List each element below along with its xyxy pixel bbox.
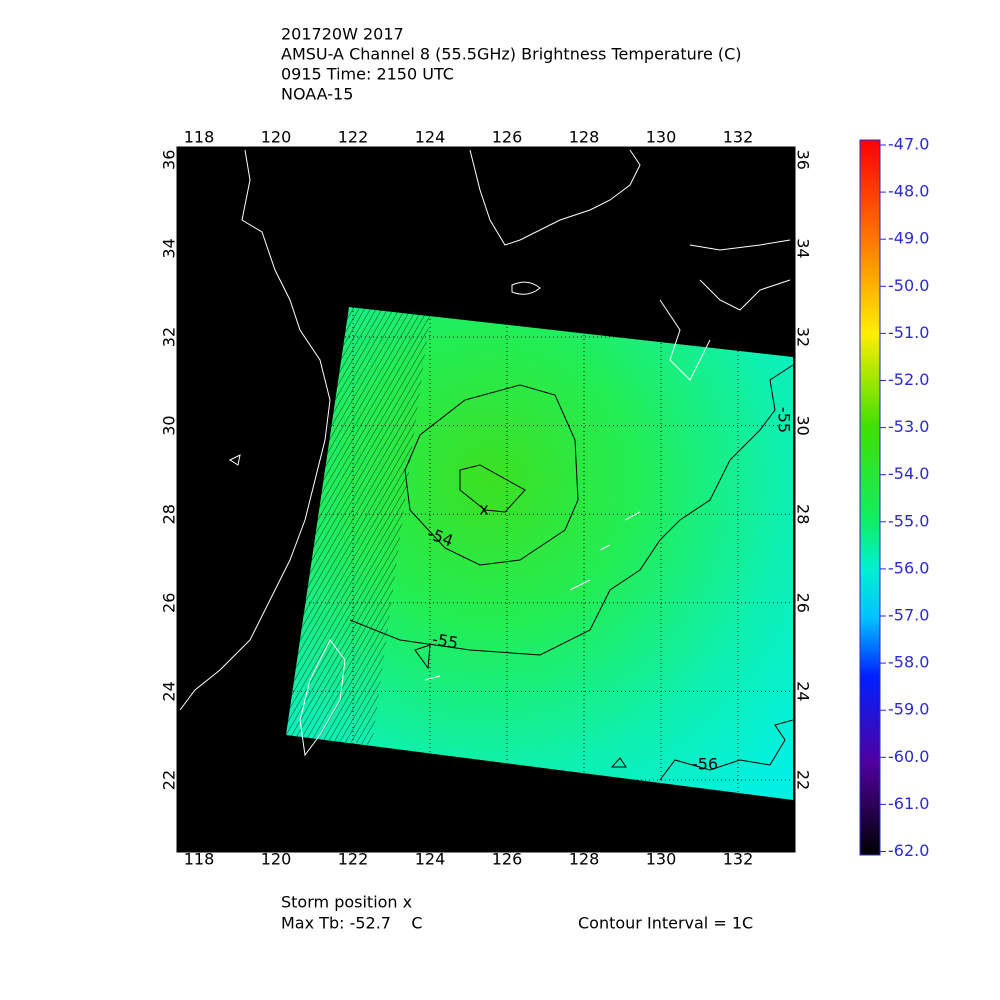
- colorbar-tick-label: -53.0: [888, 417, 929, 436]
- colorbar: [859, 139, 881, 856]
- x-tick-label-bottom: 128: [569, 850, 600, 869]
- y-tick-label-right: 24: [794, 681, 813, 701]
- x-tick-label-top: 130: [646, 128, 677, 147]
- y-tick-label-right: 22: [794, 770, 813, 790]
- colorbar-tick-label: -61.0: [888, 794, 929, 813]
- x-tick-label-bottom: 126: [492, 850, 523, 869]
- colorbar-ticks: -47.0 -48.0 -49.0 -50.0 -51.0 -52.0 -53.0 -54.0…: [880, 135, 929, 860]
- contour-label: -56: [692, 755, 718, 774]
- y-tick-label-right: 36: [794, 150, 813, 170]
- colorbar-tick-label: -52.0: [888, 370, 929, 389]
- swath-edge-hatch: [286, 307, 430, 745]
- colorbar-tick-label: -48.0: [888, 182, 929, 201]
- contour-label: -55: [431, 629, 460, 652]
- y-tick-label-right: 34: [794, 238, 813, 258]
- colorbar-tick-label: -58.0: [888, 653, 929, 672]
- x-tick-label-bottom: 122: [338, 850, 369, 869]
- y-tick-label-right: 32: [794, 327, 813, 347]
- x-tick-label-top: 120: [261, 128, 292, 147]
- colorbar-tick-label: -47.0: [888, 135, 929, 154]
- contour-labels: -54-55-55-56: [425, 407, 794, 774]
- y-tick-label-left: 28: [160, 504, 179, 524]
- contour-label: -55: [775, 407, 794, 433]
- x-tick-label-top: 118: [184, 128, 215, 147]
- x-tick-label-top: 124: [415, 128, 446, 147]
- y-tick-label-right: 28: [794, 504, 813, 524]
- colorbar-tick-label: -49.0: [888, 229, 929, 248]
- y-tick-label-right: 30: [794, 415, 813, 435]
- colorbar-tick-label: -54.0: [888, 464, 929, 483]
- x-tick-label-bottom: 124: [415, 850, 446, 869]
- x-tick-label-bottom: 120: [261, 850, 292, 869]
- x-tick-label-top: 128: [569, 128, 600, 147]
- colorbar-tick-label: -62.0: [888, 841, 929, 860]
- header-line: NOAA-15: [281, 85, 353, 104]
- storm-marker: x: [479, 500, 488, 519]
- contour-interval: Contour Interval = 1C: [578, 914, 753, 933]
- y-tick-label-left: 32: [160, 327, 179, 347]
- y-tick-label-right: 26: [794, 593, 813, 613]
- x-tick-label-top: 122: [338, 128, 369, 147]
- x-tick-label-bottom: 130: [646, 850, 677, 869]
- y-tick-label-left: 34: [160, 238, 179, 258]
- colorbar-tick-label: -59.0: [888, 700, 929, 719]
- y-tick-label-left: 26: [160, 593, 179, 613]
- y-tick-label-left: 22: [160, 770, 179, 790]
- header-line: 0915 Time: 2150 UTC: [281, 65, 454, 84]
- x-tick-label-top: 126: [492, 128, 523, 147]
- header-line: 201720W 2017: [281, 25, 404, 44]
- colorbar-tick-label: -50.0: [888, 276, 929, 295]
- map: x: [179, 149, 794, 800]
- x-tick-label-top: 132: [723, 128, 754, 147]
- y-tick-label-left: 24: [160, 681, 179, 701]
- colorbar-tick-label: -60.0: [888, 747, 929, 766]
- header-line: AMSU-A Channel 8 (55.5GHz) Brightness Te…: [281, 45, 742, 64]
- coastlines: [179, 149, 791, 757]
- y-tick-label-left: 30: [160, 415, 179, 435]
- x-tick-label-bottom: 132: [723, 850, 754, 869]
- colorbar-tick-label: -56.0: [888, 558, 929, 577]
- colorbar-tick-label: -55.0: [888, 511, 929, 530]
- contours: [349, 364, 794, 781]
- colorbar-tick-label: -57.0: [888, 606, 929, 625]
- footer: Storm position x Max Tb: -52.7 C Contour I…: [281, 893, 753, 933]
- x-tick-label-bottom: 118: [184, 850, 215, 869]
- y-tick-label-left: 36: [160, 150, 179, 170]
- max-tb: Max Tb: -52.7 C: [281, 914, 422, 933]
- storm-position: Storm position x: [281, 893, 412, 912]
- map-axes: 118 118 120 120 122 122 124 124 126 126 128 128 130 1…: [160, 128, 813, 869]
- colorbar-tick-label: -51.0: [888, 323, 929, 342]
- map-border: [176, 146, 796, 853]
